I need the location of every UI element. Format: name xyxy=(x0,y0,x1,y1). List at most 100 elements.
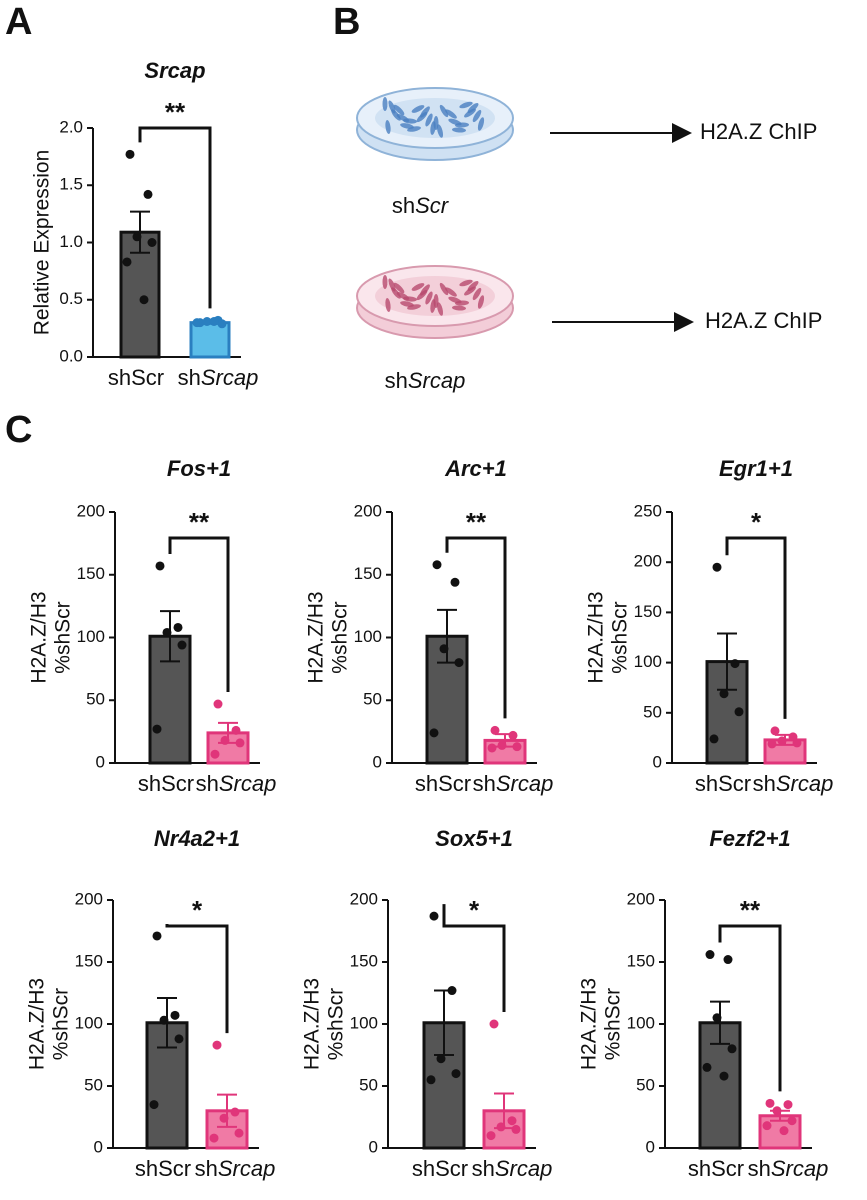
y-tick-label: 200 xyxy=(75,889,103,908)
data-point xyxy=(429,911,439,921)
data-point xyxy=(177,640,187,650)
significance-bracket xyxy=(445,536,507,719)
chart-title: Fos+1 xyxy=(167,456,231,481)
cell xyxy=(455,122,469,128)
significance-bracket xyxy=(165,923,229,1034)
data-point xyxy=(139,295,149,305)
data-point xyxy=(486,1131,496,1141)
data-point xyxy=(507,1116,517,1126)
y-axis-label: H2A.Z/H3 xyxy=(305,591,328,683)
data-point xyxy=(719,689,729,699)
data-point xyxy=(712,1013,722,1023)
data-point xyxy=(230,1107,240,1117)
cell xyxy=(452,305,466,311)
data-point xyxy=(765,1098,775,1108)
chart: Fos+1 H2A.Z/H3 %shScr 0 50 100 150 200 shScr shSr… xyxy=(28,456,277,796)
data-point xyxy=(432,560,442,570)
y-tick-label: 50 xyxy=(359,1075,378,1094)
y-tick-label: 250 xyxy=(634,501,662,520)
x-tick-label: shScr xyxy=(415,771,471,796)
cell xyxy=(403,118,417,124)
y-axis-label: H2A.Z/H3 xyxy=(301,978,324,1070)
x-tick-label: shSrcap xyxy=(753,771,834,796)
x-tick-label: shScr xyxy=(412,1156,468,1181)
cell xyxy=(436,302,444,316)
data-point xyxy=(436,1054,446,1064)
data-point xyxy=(213,699,223,709)
data-point xyxy=(439,644,449,654)
y-tick-label: 150 xyxy=(350,951,378,970)
data-point xyxy=(451,1069,461,1079)
y-tick-label: 200 xyxy=(77,501,105,520)
x-tick-label: shSrcap xyxy=(748,1156,829,1181)
y-tick-label: 100 xyxy=(627,1013,655,1032)
y-tick-label: 0.5 xyxy=(59,289,83,308)
arrow-label: H2A.Z ChIP xyxy=(705,308,822,333)
cell xyxy=(467,102,479,114)
cell xyxy=(411,105,425,113)
y-axis-label: %shScr xyxy=(329,601,352,673)
y-tick-label: 200 xyxy=(350,889,378,908)
cell xyxy=(433,116,439,130)
cell xyxy=(433,294,439,308)
data-point xyxy=(719,1071,729,1081)
significance-label: * xyxy=(192,895,203,925)
data-point xyxy=(770,726,780,736)
cell xyxy=(388,100,396,114)
cell xyxy=(439,282,449,296)
chart: Egr1+1 H2A.Z/H3 %shScr 0 50 100 150 200 250 shScr… xyxy=(585,456,834,796)
data-point xyxy=(783,1100,793,1110)
data-point xyxy=(426,1075,436,1085)
y-tick-label: 100 xyxy=(77,627,105,646)
y-tick-label: 0 xyxy=(96,752,105,771)
x-tick-label: shSrcap xyxy=(473,771,554,796)
data-point xyxy=(210,749,220,759)
y-tick-label: 100 xyxy=(354,627,382,646)
y-tick-label: 150 xyxy=(354,564,382,583)
data-point xyxy=(767,739,777,749)
significance-bracket xyxy=(725,536,787,719)
y-tick-label: 0 xyxy=(94,1137,103,1156)
data-point xyxy=(762,1121,772,1131)
cell xyxy=(425,291,433,305)
chart-title: Sox5+1 xyxy=(435,826,513,851)
cell xyxy=(382,97,388,111)
significance-bracket xyxy=(138,126,212,309)
data-point xyxy=(705,950,715,960)
data-point xyxy=(149,1100,159,1110)
y-axis-label: %shScr xyxy=(609,601,632,673)
chart-title: Nr4a2+1 xyxy=(154,826,240,851)
cell xyxy=(445,287,457,297)
x-tick-label: shScr xyxy=(108,365,164,390)
cell xyxy=(407,126,421,132)
y-tick-label: 50 xyxy=(636,1075,655,1094)
cell xyxy=(467,280,479,292)
data-point xyxy=(447,986,457,996)
data-point xyxy=(512,742,522,752)
y-tick-label: 150 xyxy=(75,951,103,970)
data-point xyxy=(496,1122,506,1132)
cell xyxy=(420,106,430,118)
cell xyxy=(436,124,444,138)
significance-label: ** xyxy=(165,97,186,127)
y-tick-label: 0 xyxy=(646,1137,655,1156)
data-point xyxy=(235,738,245,748)
cell xyxy=(403,296,417,302)
condition-label: shScr xyxy=(392,193,450,218)
data-point xyxy=(217,319,227,329)
data-point xyxy=(508,730,518,740)
y-tick-label: 50 xyxy=(84,1075,103,1094)
y-tick-label: 200 xyxy=(627,889,655,908)
y-tick-label: 150 xyxy=(77,564,105,583)
significance-bracket xyxy=(168,536,230,693)
data-point xyxy=(173,622,183,632)
data-point xyxy=(450,577,460,587)
y-tick-label: 0 xyxy=(373,752,382,771)
chart: Srcap Relative Expression 0.0 0.5 1.0 1.5 2.0 s… xyxy=(31,58,259,390)
cell xyxy=(385,120,391,134)
cell xyxy=(477,295,485,309)
y-axis-label: H2A.Z/H3 xyxy=(585,591,608,683)
condition-label: shSrcap xyxy=(385,368,466,393)
